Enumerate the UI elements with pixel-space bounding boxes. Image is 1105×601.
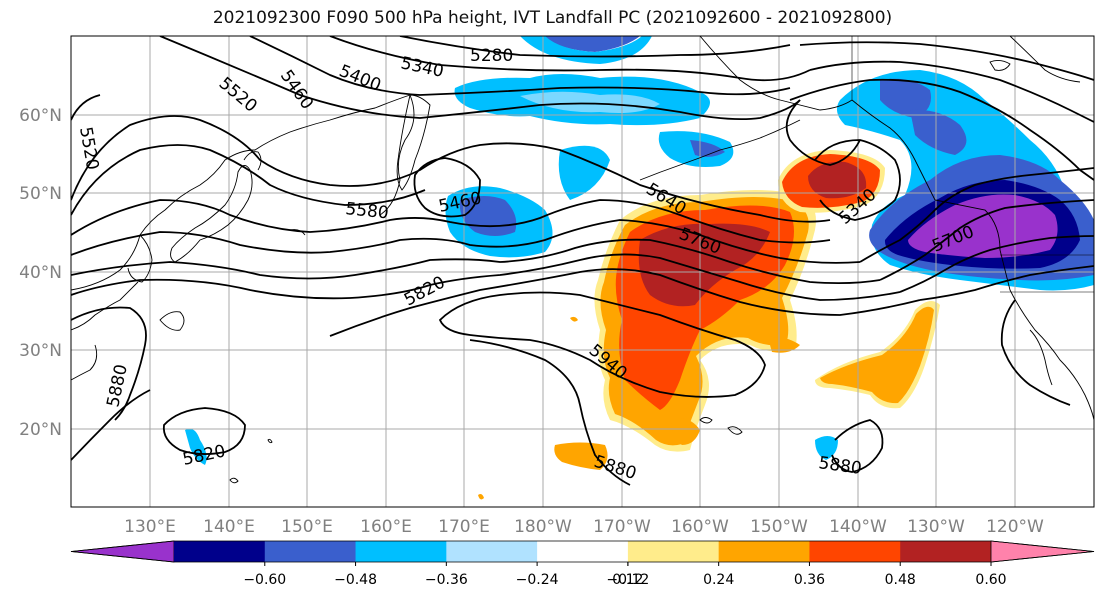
contour-label: 5580: [344, 199, 389, 223]
colorbar-tick-label: 0.48: [885, 572, 916, 588]
map-plot-area: 5280 5340 5400 5460 5520 5520 5460 5580 …: [71, 36, 1094, 507]
lon-tick-label: 160°W: [671, 517, 729, 537]
colorbar-extend-low: [70, 540, 175, 563]
lon-tick-label: 140°E: [203, 517, 255, 537]
map-frame: [70, 35, 1095, 508]
lon-tick-label: 140°W: [829, 517, 887, 537]
colorbar-segment: [537, 541, 629, 562]
colorbar-tick-label: 0.12: [612, 572, 643, 588]
lon-tick-label: 130°W: [907, 517, 965, 537]
colorbar-tick-label: −0.12: [606, 572, 649, 588]
lat-tick-label: 50°N: [19, 184, 62, 204]
colorbar-tick-label: −0.60: [243, 572, 286, 588]
lon-tick-label: 150°W: [750, 517, 808, 537]
colorbar-segment: [355, 541, 447, 562]
contour-label: 5280: [470, 46, 513, 66]
lon-tick-label: 120°W: [986, 517, 1044, 537]
colorbar-extend-high: [990, 540, 1095, 563]
lon-tick-label: 160°E: [360, 517, 412, 537]
colorbar-tick-label: −0.24: [516, 572, 559, 588]
colorbar-segment: [900, 541, 992, 562]
colorbar-segment: [174, 541, 266, 562]
lon-tick-label: 130°E: [124, 517, 176, 537]
colorbar-tick-label: −0.48: [334, 572, 377, 588]
lat-tick-label: 30°N: [19, 341, 62, 361]
colorbar-segment: [718, 541, 810, 562]
colorbar-tick-label: 0.24: [703, 572, 734, 588]
lat-tick-label: 40°N: [19, 263, 62, 283]
colorbar-tick-label: 0.36: [794, 572, 825, 588]
lat-tick-label: 60°N: [19, 106, 62, 126]
lat-tick-labels: 60°N 50°N 40°N 30°N 20°N: [19, 106, 62, 440]
colorbar-ticks: −0.60 −0.48 −0.36 −0.24 −0.120.12 0.24 0.36 0.4…: [243, 562, 1007, 588]
coastlines: [71, 36, 1094, 484]
lon-tick-label: 170°W: [593, 517, 651, 537]
lat-tick-label: 20°N: [19, 420, 62, 440]
lon-tick-label: 150°E: [281, 517, 333, 537]
colorbar-tick-label: 0.60: [975, 572, 1006, 588]
colorbar-segments: [70, 540, 1095, 563]
colorbar-segment: [446, 541, 538, 562]
lon-tick-label: 180°W: [514, 517, 572, 537]
colorbar-outline: [70, 540, 1095, 563]
colorbar-segment: [264, 541, 357, 562]
colorbar-tick-label: −0.36: [425, 572, 468, 588]
height-contours: [71, 36, 1094, 486]
colorbar-segment: [809, 541, 901, 562]
figure-title: 2021092300 F090 500 hPa height, IVT Land…: [212, 8, 893, 28]
colorbar-segment: [627, 541, 720, 562]
lon-tick-labels: 130°E 140°E 150°E 160°E 170°E 180°W 170°…: [124, 517, 1044, 537]
colorbar: −0.60 −0.48 −0.36 −0.24 −0.120.12 0.24 0.36 0.4…: [70, 540, 1095, 588]
lon-tick-label: 170°E: [438, 517, 490, 537]
